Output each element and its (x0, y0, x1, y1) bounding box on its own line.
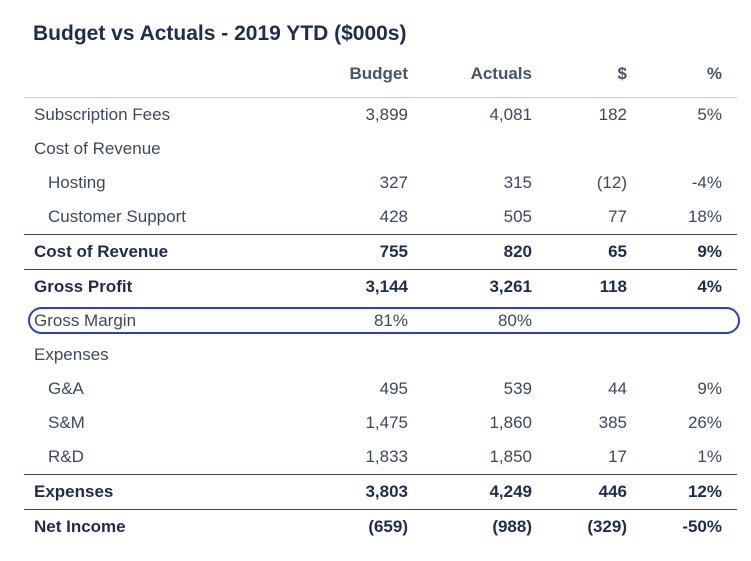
actuals-value: 3,261 (489, 277, 532, 296)
percent-variance: 26% (687, 413, 722, 432)
budget-value: 3,144 (365, 277, 408, 296)
actuals-value: 4,249 (489, 482, 532, 501)
row-g-and-a: G&A 495 539 44 9% (24, 372, 737, 406)
column-header-dollar-variance: $ (617, 64, 627, 83)
row-label: Cost of Revenue (34, 242, 169, 261)
column-header-percent-variance: % (706, 64, 722, 83)
dollar-variance: 77 (608, 207, 627, 226)
percent-variance: 1% (697, 447, 722, 466)
budget-value: 1,475 (365, 413, 408, 432)
row-label: Gross Profit (34, 277, 133, 296)
percent-variance: 18% (687, 207, 722, 226)
row-cost-of-revenue-total: Cost of Revenue 755 820 65 9% (24, 235, 737, 270)
row-label: S&M (48, 413, 85, 432)
percent-variance: -50% (682, 517, 722, 536)
percent-variance: 9% (697, 379, 722, 398)
row-label: Subscription Fees (34, 105, 171, 124)
dollar-variance: 17 (608, 447, 627, 466)
budget-value: 495 (379, 379, 408, 398)
table-title: Budget vs Actuals - 2019 YTD ($000s) (33, 22, 407, 45)
row-gross-profit: Gross Profit 3,144 3,261 118 4% (24, 270, 737, 304)
row-gross-margin: Gross Margin 81% 80% (24, 304, 740, 338)
actuals-value: (988) (492, 517, 532, 536)
dollar-variance: 44 (608, 379, 627, 398)
row-label: R&D (48, 447, 84, 466)
row-s-and-m: S&M 1,475 1,860 385 26% (24, 406, 737, 440)
gross-margin-highlight-outline (28, 307, 740, 334)
percent-variance: 9% (697, 242, 722, 261)
budget-value: 755 (379, 242, 408, 261)
row-r-and-d: R&D 1,833 1,850 17 1% (24, 440, 737, 475)
row-label: Gross Margin (34, 311, 137, 330)
table-header-row: Budget Actuals $ % (24, 61, 737, 98)
budget-value: 1,833 (365, 447, 408, 466)
dollar-variance: (12) (596, 173, 627, 192)
row-expenses-heading: Expenses (24, 338, 737, 372)
percent-variance: 4% (697, 277, 722, 296)
budget-value: 327 (379, 173, 408, 192)
actuals-value: 1,850 (489, 447, 532, 466)
budget-value: 428 (379, 207, 408, 226)
dollar-variance: 446 (598, 482, 627, 501)
row-customer-support: Customer Support 428 505 77 18% (24, 200, 737, 235)
dollar-variance: 65 (608, 242, 627, 261)
budget-value: 81% (373, 311, 408, 330)
column-header-actuals: Actuals (470, 64, 532, 83)
row-label: Net Income (34, 517, 126, 536)
percent-variance: 5% (697, 105, 722, 124)
row-label: Expenses (34, 345, 109, 364)
dollar-variance: 385 (598, 413, 627, 432)
budget-table: Budget Actuals $ % Subscription Fees 3,8… (24, 61, 740, 544)
row-label: Customer Support (48, 207, 186, 226)
row-cost-of-revenue-heading: Cost of Revenue (24, 132, 737, 166)
row-label: G&A (48, 379, 84, 398)
actuals-value: 505 (503, 207, 532, 226)
actuals-value: 820 (503, 242, 532, 261)
actuals-value: 1,860 (489, 413, 532, 432)
actuals-value: 315 (503, 173, 532, 192)
row-label: Expenses (34, 482, 114, 501)
budget-value: 3,899 (365, 105, 408, 124)
budget-value: 3,803 (365, 482, 408, 501)
actuals-value: 4,081 (489, 105, 532, 124)
actuals-value: 539 (503, 379, 532, 398)
row-net-income: Net Income (659) (988) (329) -50% (24, 510, 737, 544)
row-label: Hosting (48, 173, 106, 192)
percent-variance: 12% (687, 482, 722, 501)
actuals-value: 80% (497, 311, 532, 330)
dollar-variance: 118 (599, 277, 627, 296)
row-expenses-total: Expenses 3,803 4,249 446 12% (24, 475, 737, 510)
budget-value: (659) (368, 517, 408, 536)
percent-variance: -4% (691, 173, 722, 192)
row-hosting: Hosting 327 315 (12) -4% (24, 166, 737, 200)
dollar-variance: 182 (598, 105, 627, 124)
row-subscription-fees: Subscription Fees 3,899 4,081 182 5% (24, 98, 737, 132)
column-header-budget: Budget (349, 64, 408, 83)
row-label: Cost of Revenue (34, 139, 161, 158)
dollar-variance: (329) (587, 517, 627, 536)
